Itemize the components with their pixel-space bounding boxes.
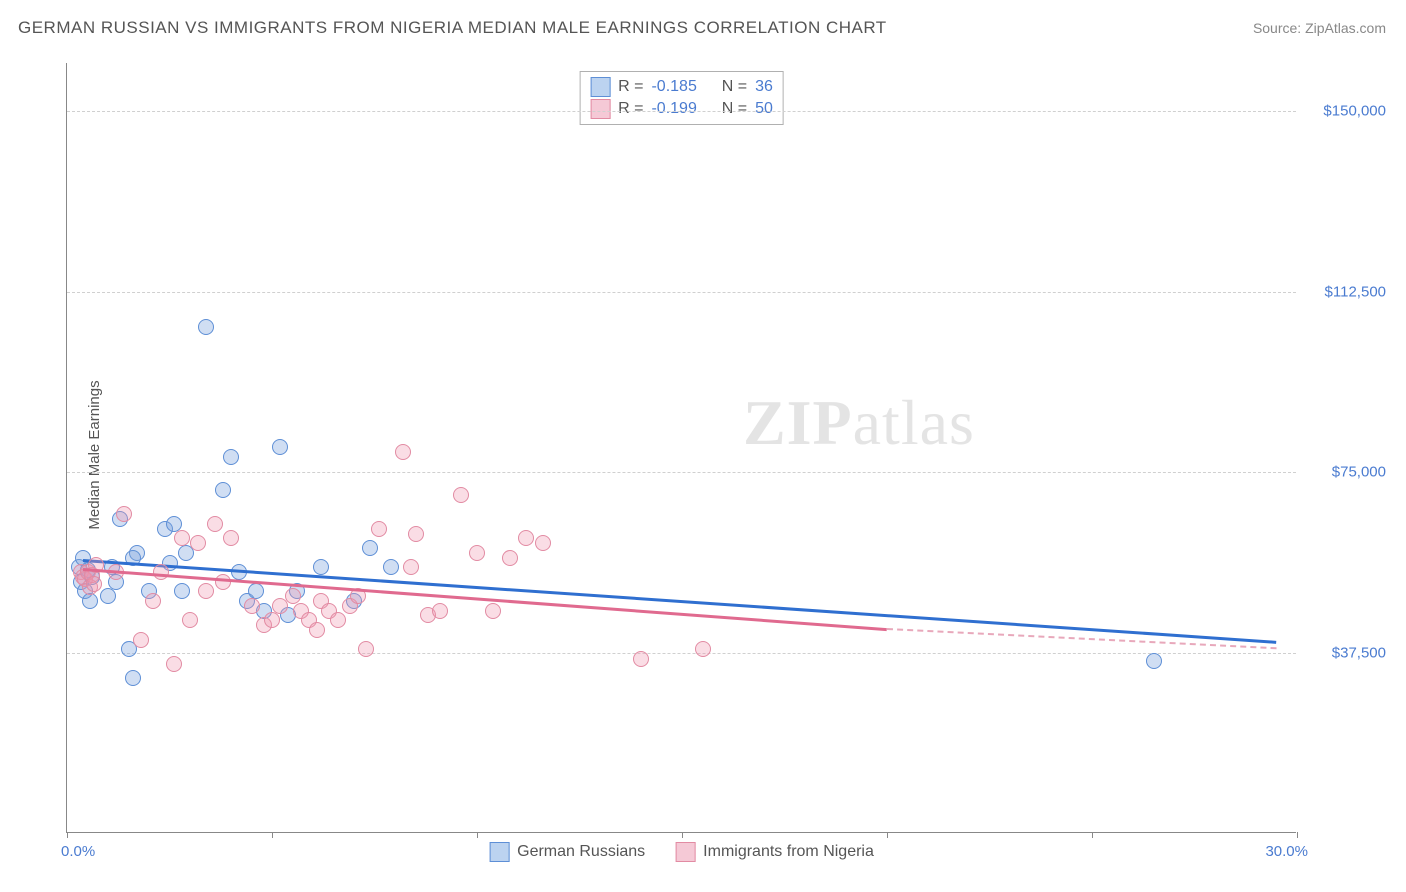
y-tick-label: $75,000 xyxy=(1306,464,1386,481)
scatter-point xyxy=(371,521,387,537)
correlation-stats-box: R = -0.185 N = 36 R = -0.199 N = 50 xyxy=(579,71,784,125)
chart-title: GERMAN RUSSIAN VS IMMIGRANTS FROM NIGERI… xyxy=(18,18,887,38)
scatter-point xyxy=(469,545,485,561)
x-axis-min-label: 0.0% xyxy=(61,843,95,860)
scatter-point xyxy=(395,444,411,460)
legend-swatch-icon xyxy=(489,842,509,862)
series-swatch-icon xyxy=(590,99,610,119)
scatter-point xyxy=(383,559,399,575)
scatter-point xyxy=(244,598,260,614)
legend-label: German Russians xyxy=(517,843,645,861)
x-tick-mark xyxy=(887,832,888,838)
scatter-point xyxy=(408,526,424,542)
regression-line xyxy=(83,568,887,631)
y-tick-label: $37,500 xyxy=(1306,644,1386,661)
plot-area: ZIPatlas R = -0.185 N = 36 R = -0.199 N … xyxy=(66,63,1296,833)
legend-item: Immigrants from Nigeria xyxy=(675,842,874,862)
scatter-point xyxy=(190,535,206,551)
r-value: -0.199 xyxy=(651,100,696,118)
scatter-point xyxy=(358,641,374,657)
scatter-point xyxy=(166,516,182,532)
scatter-point xyxy=(166,656,182,672)
legend-item: German Russians xyxy=(489,842,645,862)
scatter-point xyxy=(153,564,169,580)
scatter-point xyxy=(309,622,325,638)
scatter-point xyxy=(215,574,231,590)
scatter-point xyxy=(223,449,239,465)
x-axis-max-label: 30.0% xyxy=(1265,843,1308,860)
legend: German Russians Immigrants from Nigeria xyxy=(489,842,874,862)
scatter-point xyxy=(174,530,190,546)
x-tick-mark xyxy=(272,832,273,838)
scatter-point xyxy=(518,530,534,546)
y-tick-label: $112,500 xyxy=(1306,283,1386,300)
y-tick-label: $150,000 xyxy=(1306,103,1386,120)
stats-row: R = -0.185 N = 36 xyxy=(590,76,773,98)
scatter-point xyxy=(285,588,301,604)
n-label: N = xyxy=(722,78,747,96)
n-value: 50 xyxy=(755,100,773,118)
gridline xyxy=(67,472,1296,473)
scatter-point xyxy=(1146,653,1162,669)
scatter-point xyxy=(86,576,102,592)
legend-swatch-icon xyxy=(675,842,695,862)
r-value: -0.185 xyxy=(651,78,696,96)
scatter-point xyxy=(272,439,288,455)
scatter-point xyxy=(362,540,378,556)
gridline xyxy=(67,111,1296,112)
scatter-point xyxy=(125,670,141,686)
scatter-point xyxy=(116,506,132,522)
gridline xyxy=(67,292,1296,293)
scatter-point xyxy=(485,603,501,619)
scatter-point xyxy=(215,482,231,498)
scatter-point xyxy=(198,583,214,599)
scatter-point xyxy=(198,319,214,335)
x-tick-mark xyxy=(477,832,478,838)
scatter-point xyxy=(432,603,448,619)
scatter-point xyxy=(133,632,149,648)
stats-row: R = -0.199 N = 50 xyxy=(590,98,773,120)
x-tick-mark xyxy=(1297,832,1298,838)
x-tick-mark xyxy=(67,832,68,838)
watermark-bold: ZIP xyxy=(743,387,853,458)
scatter-point xyxy=(100,588,116,604)
source-attribution: Source: ZipAtlas.com xyxy=(1253,20,1386,36)
r-label: R = xyxy=(618,78,643,96)
x-tick-mark xyxy=(682,832,683,838)
scatter-point xyxy=(502,550,518,566)
scatter-point xyxy=(223,530,239,546)
scatter-point xyxy=(633,651,649,667)
scatter-point xyxy=(174,583,190,599)
scatter-point xyxy=(330,612,346,628)
scatter-point xyxy=(453,487,469,503)
r-label: R = xyxy=(618,100,643,118)
scatter-point xyxy=(264,612,280,628)
legend-label: Immigrants from Nigeria xyxy=(703,843,874,861)
series-swatch-icon xyxy=(590,77,610,97)
scatter-point xyxy=(403,559,419,575)
scatter-point xyxy=(535,535,551,551)
scatter-point xyxy=(182,612,198,628)
x-tick-mark xyxy=(1092,832,1093,838)
scatter-point xyxy=(145,593,161,609)
scatter-point xyxy=(695,641,711,657)
scatter-point xyxy=(207,516,223,532)
chart-container: Median Male Earnings ZIPatlas R = -0.185… xyxy=(48,55,1388,855)
scatter-point xyxy=(313,559,329,575)
gridline xyxy=(67,653,1296,654)
n-label: N = xyxy=(722,100,747,118)
watermark-rest: atlas xyxy=(853,387,975,458)
scatter-point xyxy=(82,593,98,609)
watermark: ZIPatlas xyxy=(743,386,975,460)
n-value: 36 xyxy=(755,78,773,96)
